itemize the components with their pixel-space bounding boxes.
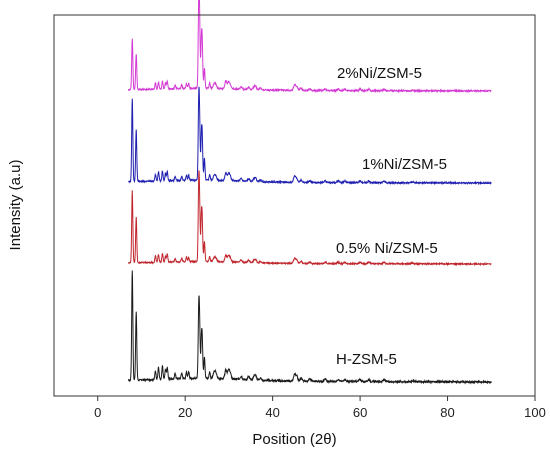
- series-traces: [127, 0, 492, 385]
- x-tick-label: 40: [265, 405, 279, 420]
- series-label-4: 2%Ni/ZSM-5: [337, 65, 422, 82]
- x-axis-ticks: 0 20 40 60 80 100: [94, 396, 546, 420]
- x-tick-label: 100: [524, 405, 546, 420]
- x-tick-label: 60: [353, 405, 367, 420]
- plot-frame: [53, 14, 536, 397]
- x-tick-label: 0: [94, 405, 101, 420]
- series-line-2: [127, 170, 492, 267]
- series-label-3: 1%Ni/ZSM-5: [362, 156, 447, 173]
- series-line-3: [127, 86, 492, 186]
- series-line-1: [128, 270, 492, 385]
- series-line-4: [127, 0, 492, 94]
- series-label-1: H-ZSM-5: [336, 351, 397, 368]
- y-axis-title: Intensity (a.u): [7, 160, 24, 251]
- x-tick-label: 80: [440, 405, 454, 420]
- x-tick-label: 20: [178, 405, 192, 420]
- series-labels: H-ZSM-5 0.5% Ni/ZSM-5 1%Ni/ZSM-5 2%Ni/ZSM-5: [336, 65, 447, 368]
- x-axis-title: Position (2θ): [252, 431, 336, 448]
- series-label-2: 0.5% Ni/ZSM-5: [336, 240, 438, 257]
